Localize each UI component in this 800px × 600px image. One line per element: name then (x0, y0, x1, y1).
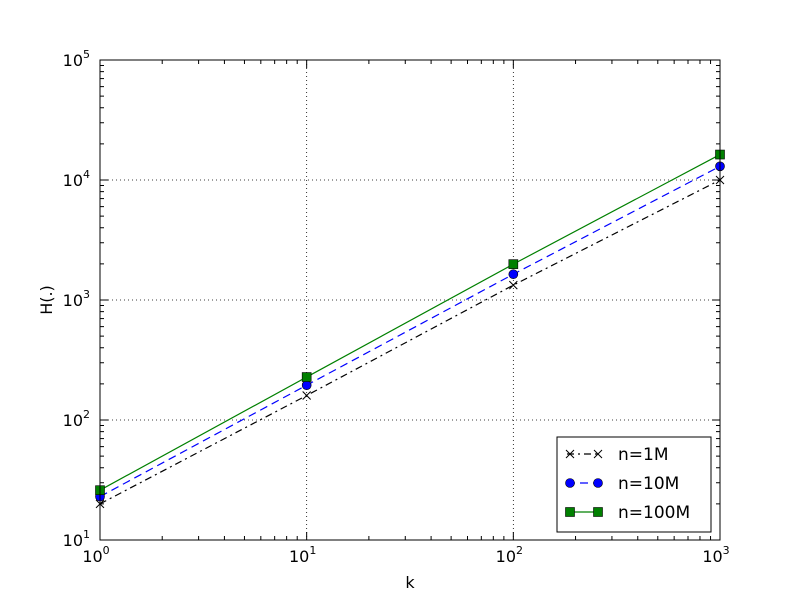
y-tick-label: 105 (63, 48, 90, 70)
data-point (508, 280, 518, 290)
x-tick-label-exponent: 1 (309, 544, 316, 557)
x-tick-label-base: 10 (702, 547, 722, 566)
grid (100, 60, 720, 540)
x-axis-label: k (405, 573, 415, 592)
x-tick-label: 102 (496, 544, 523, 566)
data-point (302, 391, 312, 400)
ticks (99, 59, 721, 541)
series-line (99, 154, 721, 491)
y-tick-label-base: 10 (63, 51, 83, 70)
legend-label: n=1M (618, 445, 669, 465)
legend-item: n=10M (565, 474, 679, 494)
legend-marker (593, 478, 603, 488)
x-tick-label-exponent: 2 (516, 544, 523, 557)
legend-box (556, 436, 712, 533)
y-tick-label-exponent: 3 (83, 288, 90, 301)
x-tick-label-base: 10 (289, 547, 309, 566)
x-tick-label-base: 10 (496, 547, 516, 566)
x-tick-label-exponent: 0 (103, 544, 110, 557)
legend-marker (593, 449, 603, 459)
y-tick-label-exponent: 5 (83, 48, 90, 61)
legend-marker (565, 507, 575, 517)
y-tick-label-exponent: 2 (83, 408, 90, 421)
data-point (301, 372, 312, 382)
legend-marker (593, 507, 603, 517)
series-line (99, 179, 721, 505)
y-tick-label: 104 (63, 168, 90, 190)
x-tick-label: 100 (82, 544, 109, 566)
y-tick-label: 102 (63, 408, 90, 430)
y-tick-label-base: 10 (63, 411, 83, 430)
legend: n=1M n=10M n=100M (556, 436, 712, 533)
x-tick-label: 103 (702, 544, 729, 566)
y-tick-label-base: 10 (63, 291, 83, 310)
legend-item: n=1M (565, 445, 669, 465)
data-point (301, 380, 312, 390)
series-line (99, 165, 721, 498)
y-tick-label-exponent: 1 (83, 528, 90, 541)
y-tick-label-base: 10 (63, 171, 83, 190)
y-axis-label: H(.) (37, 285, 56, 315)
x-tick-label-base: 10 (82, 547, 102, 566)
legend-marker (565, 449, 575, 459)
legend-item: n=100M (565, 503, 690, 523)
y-tick-label-base: 10 (63, 531, 83, 550)
legend-label: n=10M (618, 474, 679, 494)
y-tick-label: 103 (63, 288, 90, 310)
legend-label: n=100M (618, 503, 690, 523)
legend-marker (565, 478, 575, 488)
y-tick-label: 101 (63, 528, 90, 550)
data-point (508, 269, 519, 280)
data-point (508, 259, 519, 269)
y-tick-label-exponent: 4 (83, 168, 90, 181)
x-tick-label-exponent: 3 (723, 544, 730, 557)
x-tick-label: 101 (289, 544, 316, 566)
